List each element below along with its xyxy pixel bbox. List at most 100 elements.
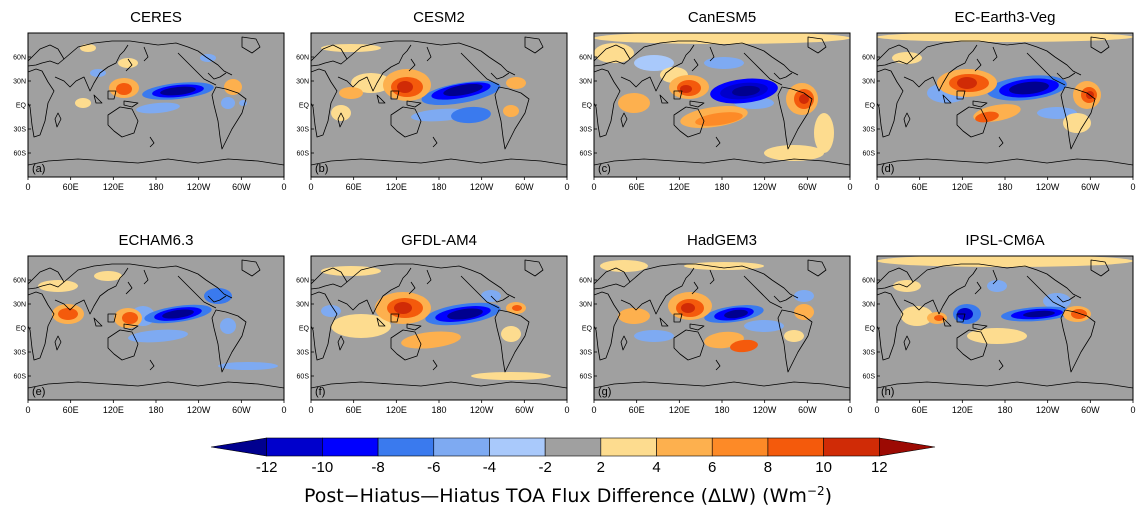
y-tick-label: 60N (13, 55, 26, 62)
panel-label: (g) (598, 386, 611, 398)
colorbar-level: -12 (256, 459, 278, 476)
colorbar-swatch (600, 437, 657, 457)
x-tick-label: 60E (629, 405, 645, 415)
x-tick-label: 0 (874, 182, 879, 192)
y-tick-label: 30S (580, 127, 593, 134)
x-tick-label: 180 (714, 182, 729, 192)
map-panel: ECHAM6.3 0 60E 120E 180 120W 60W 0 60N 30N EQ 30S 60… (13, 232, 286, 415)
x-tick-label: 0 (591, 182, 596, 192)
anomaly-region (1009, 81, 1049, 95)
anomaly-region (471, 372, 551, 380)
x-tick-label: 60W (798, 182, 817, 192)
colorbar-level: -6 (427, 459, 440, 476)
anomaly-region (975, 111, 999, 123)
colorbar-swatch (322, 437, 379, 457)
y-tick-label: 60S (863, 374, 876, 381)
x-tick-label: 120W (187, 182, 211, 192)
x-tick-label: 180 (148, 405, 163, 415)
x-tick-label: 60E (912, 182, 928, 192)
y-tick-label: EQ (299, 326, 310, 333)
colorbar-swatch (656, 437, 713, 457)
map-background (28, 256, 284, 400)
x-tick-label: 180 (148, 182, 163, 192)
x-tick-label: 120W (470, 182, 494, 192)
colorbar-swatch (377, 437, 435, 457)
map-panel: CERES 0 60E 120E 180 120W 60W 0 60N 30N EQ 30S 60S (a… (13, 9, 286, 192)
y-tick-label: 60S (14, 374, 27, 381)
anomaly-region (901, 306, 933, 326)
anomaly-region (1037, 107, 1077, 119)
y-tick-label: 30N (579, 79, 592, 86)
x-tick-label: 60W (232, 182, 251, 192)
x-tick-label: 120E (386, 405, 407, 415)
anomaly-region (321, 305, 341, 317)
anomaly-region (934, 315, 944, 321)
anomaly-region (794, 290, 814, 302)
anomaly-region (893, 280, 921, 292)
anomaly-region (1063, 113, 1091, 133)
map-panel: CESM2 0 60E 120E 180 120W 60W 0 60N 30N EQ 30S 60S (b… (296, 9, 569, 192)
y-tick-label: 60N (579, 278, 592, 285)
panel-label: (h) (881, 386, 894, 398)
x-tick-label: 120E (952, 182, 973, 192)
anomaly-region (512, 305, 522, 311)
anomaly-region (447, 308, 483, 320)
anomaly-region (501, 326, 521, 342)
y-tick-label: 30S (863, 350, 876, 357)
y-tick-label: 30S (14, 350, 27, 357)
y-tick-label: 30S (863, 127, 876, 134)
anomaly-region (877, 256, 1133, 267)
anomaly-region (764, 145, 824, 161)
x-tick-label: 60E (629, 182, 645, 192)
colorbar-swatch (711, 437, 769, 457)
anomaly-region (744, 320, 784, 332)
colorbar-level: -10 (312, 459, 334, 476)
colorbar-level: 12 (871, 459, 888, 476)
x-tick-label: 0 (847, 182, 852, 192)
anomaly-region (634, 55, 674, 71)
panel-label: (c) (598, 163, 611, 175)
x-tick-label: 60W (515, 405, 534, 415)
anomaly-region (724, 309, 748, 319)
colorbar-swatch (210, 437, 267, 457)
colorbar-swatch (433, 437, 490, 457)
map-panel: GFDL-AM4 0 60E 120E 180 120W 60W 0 60N 30N EQ 30S 60… (296, 232, 569, 415)
x-tick-label: 60E (63, 405, 79, 415)
anomaly-region (128, 329, 188, 343)
y-tick-label: 30N (579, 302, 592, 309)
x-tick-label: 120W (1036, 405, 1060, 415)
y-tick-label: 60N (579, 55, 592, 62)
anomaly-region (957, 77, 977, 89)
panel-title: CERES (130, 9, 182, 26)
anomaly-region (1043, 293, 1071, 309)
x-tick-label: 120E (103, 405, 124, 415)
anomaly-region (681, 303, 695, 313)
y-tick-label: 60S (297, 151, 310, 158)
anomaly-region (594, 33, 850, 44)
y-tick-label: 30N (13, 302, 26, 309)
y-tick-label: 30S (297, 127, 310, 134)
anomaly-region (814, 113, 834, 153)
x-tick-label: 0 (25, 405, 30, 415)
anomaly-region (394, 302, 412, 314)
y-tick-label: 30N (13, 79, 26, 86)
y-tick-label: 60N (862, 278, 875, 285)
x-tick-label: 120W (753, 405, 777, 415)
x-tick-label: 180 (431, 182, 446, 192)
y-tick-label: EQ (16, 326, 27, 333)
panel-title: ECHAM6.3 (118, 232, 193, 249)
x-tick-label: 60E (346, 182, 362, 192)
x-tick-label: 0 (281, 405, 286, 415)
anomaly-region (967, 328, 1027, 344)
anomaly-region (799, 94, 809, 104)
anomaly-region (634, 330, 674, 342)
x-tick-label: 120W (753, 182, 777, 192)
panel-title: GFDL-AM4 (401, 232, 477, 249)
y-tick-label: 30S (14, 127, 27, 134)
anomaly-region (451, 106, 491, 124)
y-tick-label: EQ (582, 326, 593, 333)
y-tick-label: EQ (865, 326, 876, 333)
colorbar-level: 2 (597, 459, 605, 476)
anomaly-region (38, 280, 78, 292)
